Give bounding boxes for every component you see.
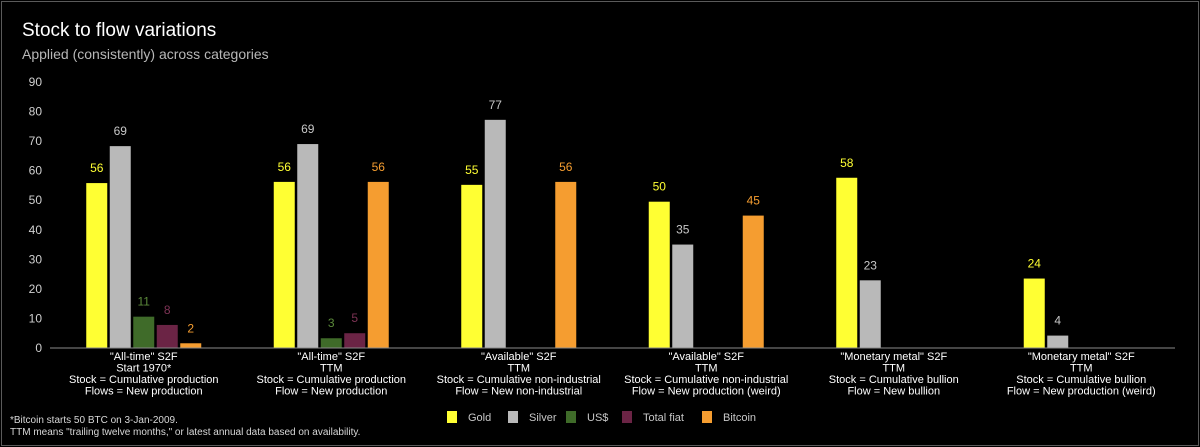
x-category-label: Flow = New bullion xyxy=(847,386,940,398)
legend-label: Silver xyxy=(529,412,557,424)
legend-label: Total fiat xyxy=(643,412,684,424)
y-tick-label: 60 xyxy=(29,164,43,178)
data-label: 45 xyxy=(747,194,761,208)
data-label: 69 xyxy=(301,122,315,136)
legend-swatch-silver xyxy=(508,411,518,423)
data-label: 50 xyxy=(653,180,667,194)
data-label: 23 xyxy=(864,258,878,272)
bar-silver-2 xyxy=(484,119,506,348)
legend-label: US$ xyxy=(587,412,608,424)
x-category-label: TTM xyxy=(882,363,905,375)
chart-title: Stock to flow variations xyxy=(22,20,217,41)
data-label: 77 xyxy=(489,98,503,112)
x-category-label: TTM xyxy=(320,363,343,375)
y-tick-label: 80 xyxy=(29,105,43,119)
data-label: 8 xyxy=(164,303,171,317)
footnote-ttm: TTM means "trailing twelve months," or l… xyxy=(10,427,361,438)
x-category-label: TTM xyxy=(507,363,530,375)
legend-swatch-gold xyxy=(447,411,457,423)
data-label: 58 xyxy=(840,156,854,170)
bar-gold-3 xyxy=(648,201,670,348)
data-label: 11 xyxy=(138,295,151,309)
legend-label: Gold xyxy=(468,412,491,424)
x-category-label: Stock = Cumulative non-industrial xyxy=(437,374,601,386)
y-tick-label: 20 xyxy=(29,282,43,296)
data-label: 56 xyxy=(372,160,386,174)
y-tick-label: 40 xyxy=(29,223,43,237)
x-category-label: Stock = Cumulative production xyxy=(257,374,407,386)
bar-bitcoin-1 xyxy=(367,181,389,348)
bar-silver-0 xyxy=(109,146,131,348)
x-category-label: "Available" S2F xyxy=(669,351,745,363)
x-category-label: Flow = New production (weird) xyxy=(1007,386,1156,398)
bar-gold-0 xyxy=(86,183,108,348)
x-category-label: Flow = New production xyxy=(275,386,387,398)
bar-bitcoin-3 xyxy=(742,215,764,348)
bar-us--0 xyxy=(133,316,155,348)
x-category-label: Stock = Cumulative non-industrial xyxy=(624,374,788,386)
data-label: 69 xyxy=(114,124,128,138)
legend-swatch-bitcoin xyxy=(702,411,712,423)
bar-gold-4 xyxy=(836,177,858,348)
bar-total-fiat-1 xyxy=(344,333,366,348)
legend-label: Bitcoin xyxy=(723,412,756,424)
y-tick-label: 10 xyxy=(29,311,43,325)
data-label: 56 xyxy=(559,160,573,174)
bar-bitcoin-0 xyxy=(180,343,202,348)
x-category-label: "All-time" S2F xyxy=(110,351,178,363)
x-category-label: "Monetary metal" S2F xyxy=(840,351,947,363)
data-label: 2 xyxy=(187,321,194,335)
legend-swatch-us- xyxy=(566,411,576,423)
data-label: 56 xyxy=(278,160,292,174)
x-category-label: TTM xyxy=(695,363,718,375)
x-category-label: "All-time" S2F xyxy=(297,351,365,363)
bar-gold-5 xyxy=(1023,278,1045,348)
x-category-label: "Monetary metal" S2F xyxy=(1028,351,1135,363)
bar-us--1 xyxy=(320,338,342,348)
bar-silver-1 xyxy=(297,144,319,348)
x-category-label: Flows = New production xyxy=(85,386,203,398)
data-label: 35 xyxy=(676,223,690,237)
x-category-label: Stock = Cumulative bullion xyxy=(829,374,959,386)
y-tick-label: 90 xyxy=(29,75,43,89)
x-category-label: Flow = New production (weird) xyxy=(632,386,781,398)
y-tick-label: 50 xyxy=(29,193,43,207)
bar-total-fiat-0 xyxy=(156,324,178,348)
y-tick-label: 30 xyxy=(29,252,43,266)
footnote-bitcoin: *Bitcoin starts 50 BTC on 3-Jan-2009. xyxy=(10,415,178,426)
chart-subtitle: Applied (consistently) across categories xyxy=(22,46,269,62)
x-category-label: Flow = New non-industrial xyxy=(455,386,582,398)
data-label: 4 xyxy=(1054,314,1061,328)
y-tick-label: 70 xyxy=(29,134,43,148)
bar-silver-5 xyxy=(1047,335,1069,348)
bar-bitcoin-2 xyxy=(555,181,577,348)
data-label: 56 xyxy=(90,161,104,175)
legend-swatch-total-fiat xyxy=(622,411,632,423)
data-label: 24 xyxy=(1028,257,1042,271)
bar-gold-1 xyxy=(273,181,295,348)
y-tick-label: 0 xyxy=(35,341,42,355)
data-label: 5 xyxy=(351,311,358,325)
bar-gold-2 xyxy=(461,184,483,348)
x-category-label: Stock = Cumulative bullion xyxy=(1016,374,1146,386)
x-category-label: TTM xyxy=(1070,363,1093,375)
x-category-label: "Available" S2F xyxy=(481,351,557,363)
x-category-label: Start 1970* xyxy=(116,363,172,375)
data-label: 55 xyxy=(465,163,479,177)
bar-silver-3 xyxy=(672,244,694,348)
bar-silver-4 xyxy=(859,280,881,348)
data-label: 3 xyxy=(328,316,335,330)
x-category-label: Stock = Cumulative production xyxy=(69,374,219,386)
